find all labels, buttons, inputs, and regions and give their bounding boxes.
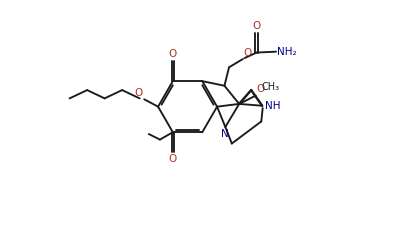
Text: O: O <box>257 84 265 94</box>
Text: N: N <box>220 129 228 139</box>
Text: O: O <box>169 49 177 59</box>
Text: O: O <box>244 48 252 58</box>
Text: CH₃: CH₃ <box>262 82 280 92</box>
Text: O: O <box>135 88 143 98</box>
Text: NH₂: NH₂ <box>277 47 297 57</box>
Text: NH: NH <box>265 101 280 111</box>
Text: O: O <box>253 21 261 31</box>
Text: O: O <box>169 154 177 164</box>
